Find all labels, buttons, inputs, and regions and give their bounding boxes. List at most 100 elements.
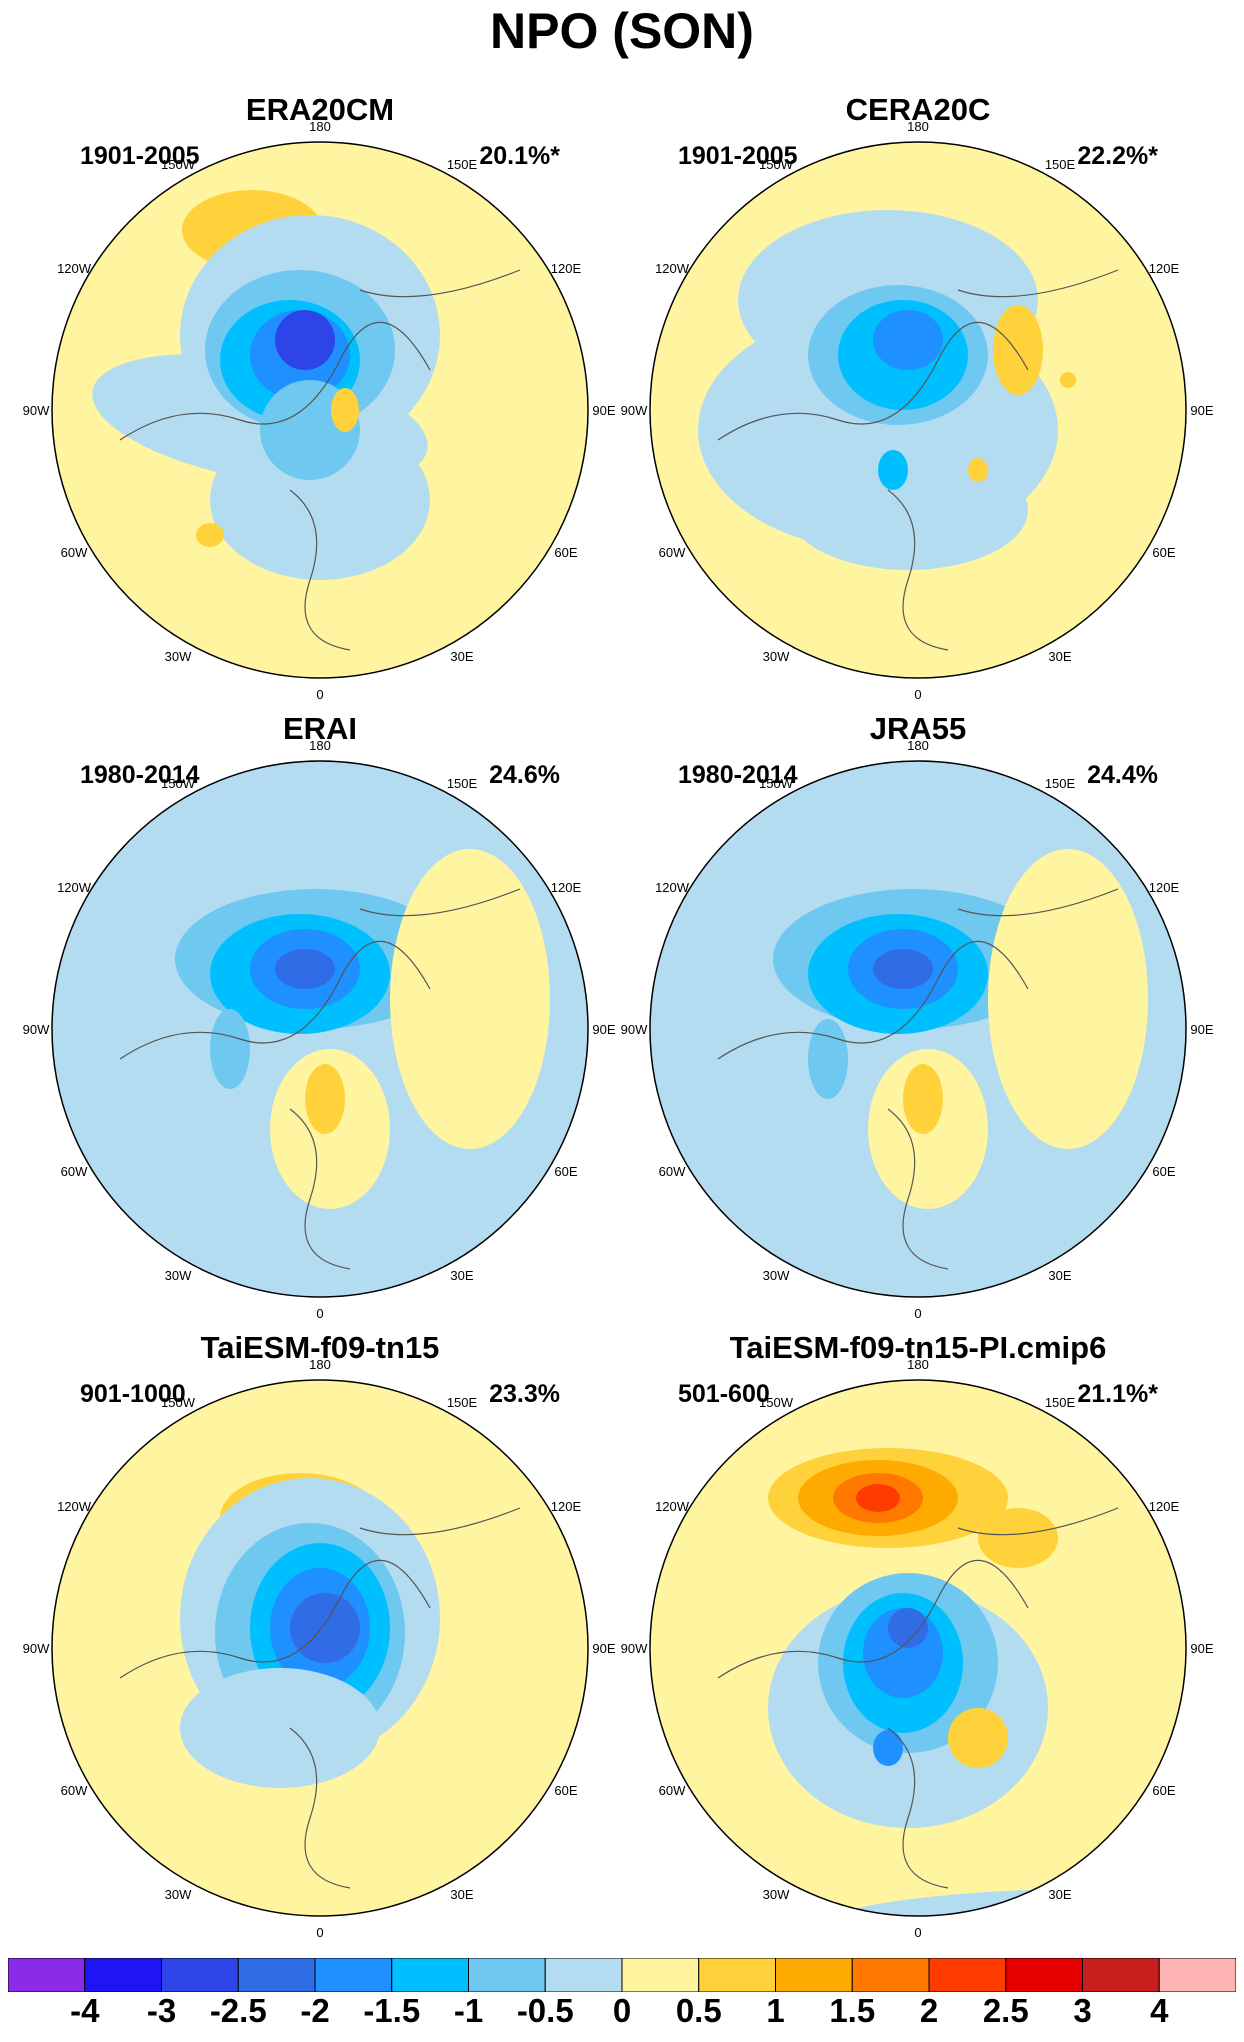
anomaly-contour — [903, 1064, 943, 1134]
anomaly-contour — [968, 458, 988, 482]
anomaly-contour — [290, 1593, 360, 1663]
colorbar-tick-label: -2.5 — [209, 1992, 267, 2029]
polar-map: 180 150E 120E 90E 60E 30E 0 30W 60W 90W 120W 150W — [23, 738, 616, 1321]
panel-period: 901-1000 — [80, 1380, 186, 1408]
colorbar-tick-label: 4 — [1150, 1992, 1169, 2029]
longitude-label: 0 — [316, 1925, 323, 1940]
map-panel-erai: 180 150E 120E 90E 60E 30E 0 30W 60W 90W 120W 150W E… — [20, 711, 620, 1331]
longitude-label: 120E — [551, 261, 582, 276]
colorbar-tick-label: -1.5 — [363, 1992, 421, 2029]
anomaly-contour — [331, 388, 359, 432]
longitude-label: 90E — [592, 403, 615, 418]
colorbar-tick-label: -1 — [453, 1992, 484, 2029]
map-border — [649, 760, 1187, 1298]
longitude-label: 60W — [61, 1783, 88, 1798]
longitude-label: 30E — [1048, 1268, 1071, 1283]
colorbar-swatch — [1005, 1958, 1083, 1992]
longitude-label: 180 — [309, 1357, 331, 1372]
colorbar-swatch — [84, 1958, 162, 1992]
longitude-label: 60E — [1152, 1164, 1175, 1179]
longitude-label: 150E — [447, 776, 478, 791]
longitude-label: 30W — [165, 1268, 192, 1283]
anomaly-contour — [210, 420, 430, 580]
longitude-label: 30E — [450, 1887, 473, 1902]
colorbar-tick-label: -4 — [70, 1992, 100, 2029]
panel-variance: 24.6% — [489, 761, 560, 789]
colorbar-swatch — [621, 1958, 700, 1992]
longitude-label: 60E — [554, 1783, 577, 1798]
colorbar-tick-label: 2 — [919, 1992, 939, 2029]
anomaly-contour — [305, 1064, 345, 1134]
longitude-label: 60W — [61, 545, 88, 560]
map-border — [649, 141, 1187, 679]
longitude-label: 30E — [450, 649, 473, 664]
map-panel-jra55: 180 150E 120E 90E 60E 30E 0 30W 60W 90W 120W 150W J… — [618, 711, 1218, 1331]
coastline — [119, 888, 521, 1270]
longitude-label: 120E — [1149, 1499, 1180, 1514]
colorbar-swatch — [314, 1958, 393, 1992]
longitude-label: 30W — [763, 649, 790, 664]
longitude-label: 120W — [655, 1499, 690, 1514]
longitude-label: 90W — [23, 1022, 50, 1037]
colorbar-swatch — [851, 1958, 930, 1992]
polar-map: 180 150E 120E 90E 60E 30E 0 30W 60W 90W 120W 150W — [621, 119, 1214, 702]
colorbar-swatch — [698, 1958, 776, 1992]
anomaly-contour — [978, 1508, 1058, 1568]
longitude-label: 120E — [551, 1499, 582, 1514]
map-panel-era20cm: 180 150E 120E 90E 60E 30E 0 30W 60W 90W 120W 150W E… — [20, 92, 620, 712]
colorbar-swatch — [468, 1958, 546, 1992]
longitude-label: 150E — [1045, 776, 1076, 791]
longitude-label: 180 — [907, 738, 929, 753]
longitude-label: 150E — [447, 1395, 478, 1410]
colorbar-tick-label: -0.5 — [516, 1992, 574, 2029]
anomaly-contour — [275, 310, 335, 370]
panel-variance: 20.1%* — [479, 142, 560, 170]
longitude-label: 150W — [759, 157, 794, 172]
longitude-label: 150W — [759, 1395, 794, 1410]
colorbar-swatch — [8, 1958, 86, 1992]
longitude-label: 60E — [1152, 545, 1175, 560]
longitude-label: 60E — [554, 545, 577, 560]
panel-period: 1980-2014 — [80, 761, 200, 789]
colorbar-swatch — [1082, 1958, 1160, 1992]
panel-variance: 23.3% — [489, 1380, 560, 1408]
panel-title: JRA55 — [869, 711, 967, 746]
longitude-label: 120E — [1149, 261, 1180, 276]
colorbar-swatch — [544, 1958, 623, 1992]
panel-title: TaiESM-f09-tn15-PI.cmip6 — [729, 1330, 1107, 1365]
longitude-label: 30W — [165, 649, 192, 664]
coastline — [119, 269, 521, 651]
longitude-label: 0 — [914, 1306, 921, 1321]
map-border — [51, 760, 589, 1298]
map-panel-taiesm-pi: 180 150E 120E 90E 60E 30E 0 30W 60W 90W 120W 150W T… — [618, 1330, 1218, 1950]
colorbar-swatch — [775, 1958, 853, 1992]
colorbar-swatch — [1158, 1958, 1236, 1992]
anomaly-contour — [788, 450, 1028, 570]
anomaly-contour — [1060, 372, 1076, 388]
panel-title: ERA20CM — [245, 92, 395, 127]
colorbar-swatch — [161, 1958, 239, 1992]
longitude-label: 0 — [914, 687, 921, 702]
colorbar-tick-label: 1.5 — [829, 1992, 876, 2029]
longitude-label: 30W — [763, 1887, 790, 1902]
longitude-label: 120E — [1149, 880, 1180, 895]
longitude-label: 150E — [1045, 1395, 1076, 1410]
longitude-label: 150W — [161, 157, 196, 172]
longitude-label: 120W — [57, 1499, 92, 1514]
longitude-label: 120W — [655, 261, 690, 276]
longitude-label: 90E — [1190, 1641, 1213, 1656]
panel-period: 501-600 — [678, 1380, 770, 1408]
longitude-label: 90E — [1190, 1022, 1213, 1037]
colorbar-tick-label: 2.5 — [982, 1992, 1029, 2029]
figure-title: NPO (SON) — [490, 3, 754, 59]
longitude-label: 60W — [659, 545, 686, 560]
polar-map: 180 150E 120E 90E 60E 30E 0 30W 60W 90W 120W 150W — [621, 1357, 1214, 1940]
anomaly-contour — [988, 849, 1148, 1149]
map-border — [51, 1379, 589, 1917]
anomaly-contour — [210, 1009, 250, 1089]
panel-period: 1901-2005 — [678, 142, 798, 170]
panel-period: 1901-2005 — [80, 142, 200, 170]
longitude-label: 30W — [763, 1268, 790, 1283]
panel-title: TaiESM-f09-tn15 — [200, 1330, 440, 1365]
longitude-label: 150W — [161, 1395, 196, 1410]
